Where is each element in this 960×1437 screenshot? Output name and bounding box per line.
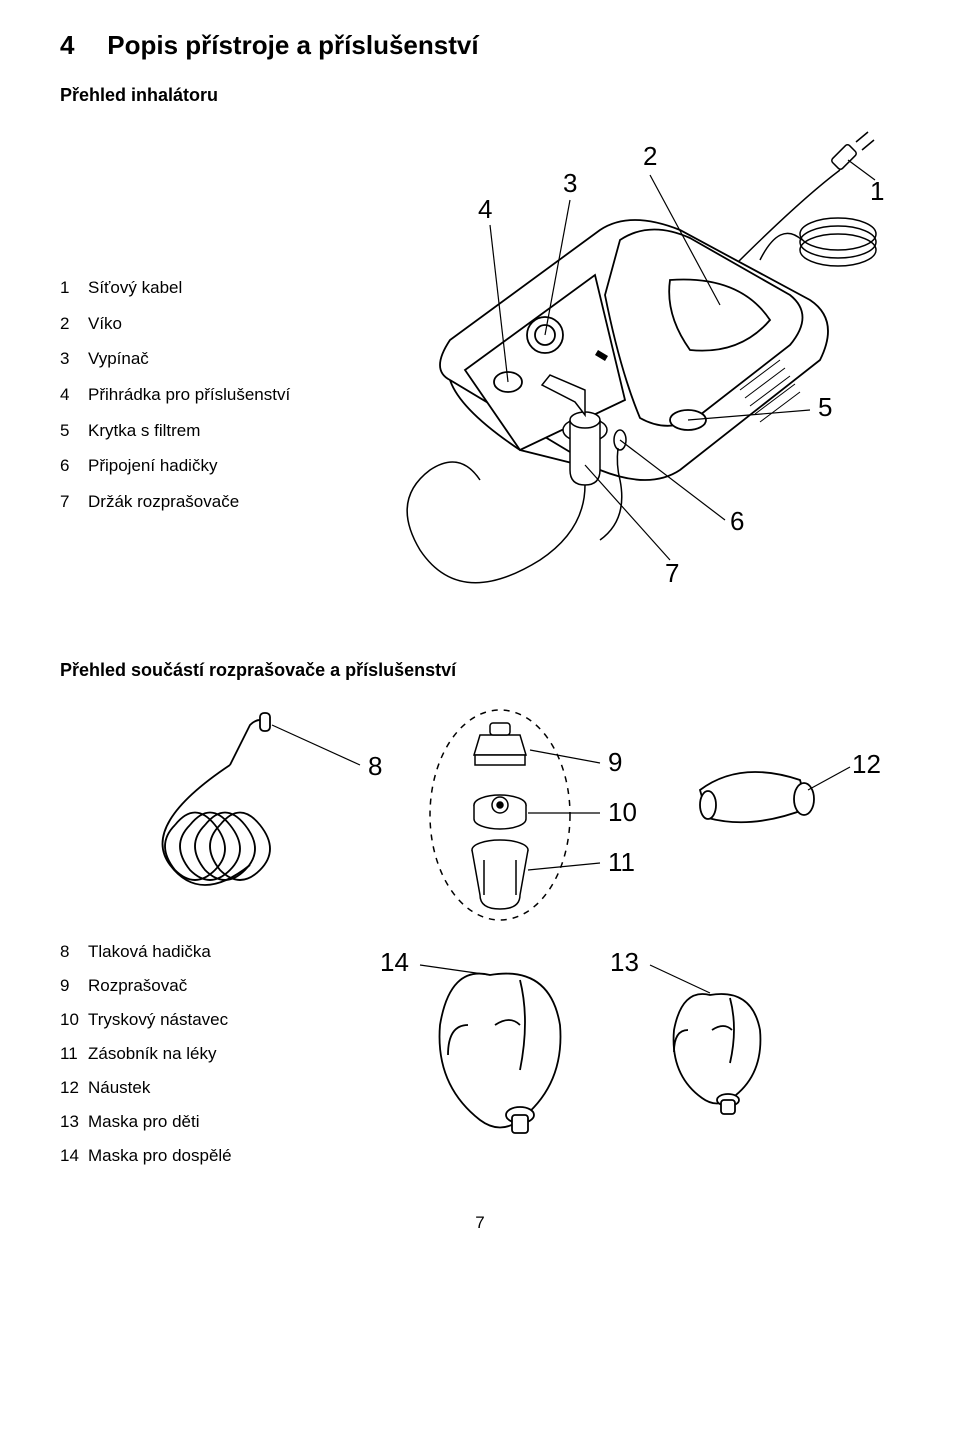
legend-row: 14 Maska pro dospělé xyxy=(60,1139,340,1173)
callout-6: 6 xyxy=(730,506,744,536)
legend-text: Víko xyxy=(88,306,340,342)
legend-text: Maska pro děti xyxy=(88,1105,340,1139)
legend-text: Tryskový nástavec xyxy=(88,1003,340,1037)
overview2-legend: 8 Tlaková hadička 9 Rozprašovač 10 Trysk… xyxy=(60,935,340,1173)
legend-row: 6 Připojení hadičky xyxy=(60,448,340,484)
legend-row: 12 Náustek xyxy=(60,1071,340,1105)
masks-diagram: 14 13 xyxy=(370,935,870,1155)
legend-row: 1 Síťový kabel xyxy=(60,270,340,306)
callout-8: 8 xyxy=(368,751,382,781)
callout-13: 13 xyxy=(610,947,639,977)
legend-row: 10 Tryskový nástavec xyxy=(60,1003,340,1037)
legend-row: 2 Víko xyxy=(60,306,340,342)
legend-text: Připojení hadičky xyxy=(88,448,340,484)
section-number: 4 xyxy=(60,30,100,61)
overview1-heading: Přehled inhalátoru xyxy=(60,85,900,106)
overview1-legend: 1 Síťový kabel 2 Víko 3 Vypínač 4 Přihrá… xyxy=(60,120,340,520)
legend-text: Rozprašovač xyxy=(88,969,340,1003)
callout-7: 7 xyxy=(665,558,679,588)
callout-11: 11 xyxy=(608,847,635,877)
legend-text: Přihrádka pro příslušenství xyxy=(88,377,340,413)
section-title: Popis přístroje a příslušenství xyxy=(107,30,478,60)
legend-row: 7 Držák rozprašovače xyxy=(60,484,340,520)
callout-3: 3 xyxy=(563,168,577,198)
legend-text: Držák rozprašovače xyxy=(88,484,340,520)
callout-2: 2 xyxy=(643,141,657,171)
callout-14: 14 xyxy=(380,947,409,977)
legend-number: 6 xyxy=(60,448,88,484)
overview2-bottom-block: 8 Tlaková hadička 9 Rozprašovač 10 Trysk… xyxy=(60,935,900,1173)
legend-number: 11 xyxy=(60,1037,88,1071)
inhaler-diagram: 1 2 3 4 5 6 7 xyxy=(370,120,900,620)
legend-row: 9 Rozprašovač xyxy=(60,969,340,1003)
legend-text: Krytka s filtrem xyxy=(88,413,340,449)
legend-number: 9 xyxy=(60,969,88,1003)
legend-number: 12 xyxy=(60,1071,88,1105)
accessories-diagram-top: 8 9 10 11 xyxy=(60,695,900,925)
callout-4: 4 xyxy=(478,194,492,224)
inhaler-svg: 1 2 3 4 5 6 7 xyxy=(370,120,890,620)
legend-text: Síťový kabel xyxy=(88,270,340,306)
legend-row: 4 Přihrádka pro příslušenství xyxy=(60,377,340,413)
legend-number: 4 xyxy=(60,377,88,413)
legend-text: Zásobník na léky xyxy=(88,1037,340,1071)
legend-text: Náustek xyxy=(88,1071,340,1105)
section-heading: 4 Popis přístroje a příslušenství xyxy=(60,30,900,61)
legend-text: Maska pro dospělé xyxy=(88,1139,340,1173)
legend-number: 1 xyxy=(60,270,88,306)
legend-row: 5 Krytka s filtrem xyxy=(60,413,340,449)
accessories-top-svg: 8 9 10 11 xyxy=(60,695,880,925)
page-number: 7 xyxy=(60,1213,900,1233)
legend-row: 11 Zásobník na léky xyxy=(60,1037,340,1071)
legend-number: 14 xyxy=(60,1139,88,1173)
callout-5: 5 xyxy=(818,392,832,422)
legend-row: 3 Vypínač xyxy=(60,341,340,377)
callout-10: 10 xyxy=(608,797,637,827)
callout-9: 9 xyxy=(608,747,622,777)
callout-12: 12 xyxy=(852,749,880,779)
callout-1: 1 xyxy=(870,176,884,206)
overview2-heading: Přehled součástí rozprašovače a přísluše… xyxy=(60,660,900,681)
legend-number: 3 xyxy=(60,341,88,377)
legend-number: 10 xyxy=(60,1003,88,1037)
legend-number: 5 xyxy=(60,413,88,449)
legend-row: 13 Maska pro děti xyxy=(60,1105,340,1139)
masks-svg: 14 13 xyxy=(370,935,870,1155)
legend-number: 7 xyxy=(60,484,88,520)
legend-row: 8 Tlaková hadička xyxy=(60,935,340,969)
overview1-block: 1 Síťový kabel 2 Víko 3 Vypínač 4 Přihrá… xyxy=(60,120,900,620)
legend-text: Vypínač xyxy=(88,341,340,377)
legend-text: Tlaková hadička xyxy=(88,935,340,969)
legend-number: 8 xyxy=(60,935,88,969)
legend-number: 13 xyxy=(60,1105,88,1139)
legend-number: 2 xyxy=(60,306,88,342)
